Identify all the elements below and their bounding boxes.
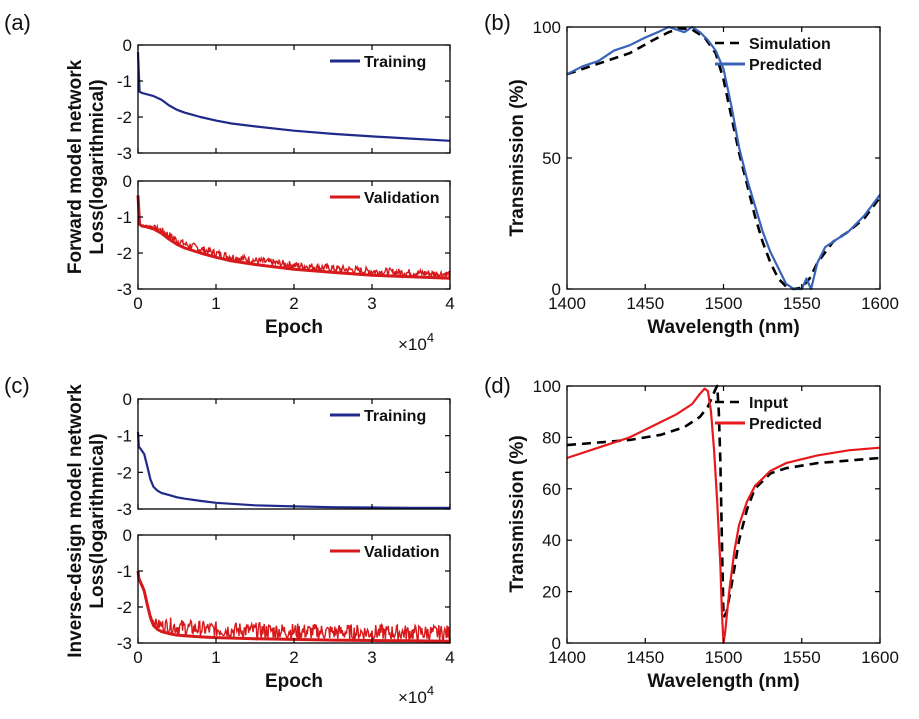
legend-label-input: Input: [749, 395, 789, 412]
y-tick-label: 20: [542, 583, 561, 602]
series-line-validation-noise: [137, 570, 451, 644]
x-axis-label: Wavelength (nm): [647, 671, 799, 692]
y-axis-label-c-line: Loss(logarithmical): [87, 433, 108, 608]
panel-label-c: (c): [4, 373, 30, 398]
x-tick-label: 1450: [626, 294, 664, 313]
x-axis-exponent-power: 4: [427, 330, 434, 345]
x-tick-label: 1400: [548, 294, 586, 313]
legend-label-training: Training: [364, 54, 426, 71]
y-tick-label: 0: [123, 172, 132, 191]
x-tick-label: 1500: [705, 294, 743, 313]
y-tick-label: -2: [117, 244, 132, 263]
y-tick-label: 0: [123, 390, 132, 409]
y-axis-label-a-line: Loss(logarithmical): [87, 79, 108, 254]
y-tick-label: -1: [117, 208, 132, 227]
x-axis-label: Wavelength (nm): [647, 317, 799, 338]
x-tick-label: 3: [367, 294, 376, 313]
y-tick-label: -3: [117, 280, 132, 299]
y-tick-label: 40: [542, 531, 561, 550]
y-tick-label: -1: [117, 427, 132, 446]
y-tick-label: 100: [533, 377, 561, 396]
y-axis-label-c-line: Inverse-design model network: [65, 384, 86, 658]
x-tick-label: 1: [211, 648, 220, 667]
x-tick-label: 1: [211, 294, 220, 313]
y-tick-label: 0: [123, 526, 132, 545]
y-tick-label: 0: [552, 280, 561, 299]
x-tick-label: 1550: [783, 648, 821, 667]
series-line-predicted: [566, 25, 881, 291]
y-tick-label: 60: [542, 480, 561, 499]
y-tick-label: -1: [117, 72, 132, 91]
y-axis-label-d: Transmission (%): [507, 435, 528, 592]
x-axis-label: Epoch: [265, 317, 323, 338]
x-tick-label: 0: [133, 294, 142, 313]
x-axis-label: Epoch: [265, 671, 323, 692]
x-tick-label: 1450: [626, 648, 664, 667]
y-tick-label: 50: [542, 149, 561, 168]
y-tick-label: 0: [552, 634, 561, 653]
legend-label-training: Training: [364, 408, 426, 425]
y-tick-label: -3: [117, 634, 132, 653]
legend-label-validation: Validation: [364, 190, 440, 207]
x-tick-label: 2: [289, 648, 298, 667]
panel-label-d: (d): [484, 373, 511, 398]
legend-label-validation: Validation: [364, 544, 440, 561]
y-tick-label: 100: [533, 18, 561, 37]
panel-label-b: (b): [484, 10, 511, 35]
series-line-validation-noise: [137, 195, 451, 281]
panel-label-a: (a): [4, 10, 31, 35]
x-axis-exponent: ×104: [398, 330, 434, 354]
series-line-validation: [136, 195, 451, 280]
x-tick-label: 1400: [548, 648, 586, 667]
x-tick-label: 3: [367, 648, 376, 667]
y-tick-label: -3: [117, 500, 132, 519]
legend-label-predicted: Predicted: [749, 416, 822, 433]
x-axis-exponent-power: 4: [427, 683, 434, 698]
y-tick-label: -3: [117, 144, 132, 163]
x-tick-label: 1600: [861, 294, 899, 313]
series-line-validation: [136, 570, 451, 643]
legend-label-simulation: Simulation: [749, 36, 831, 53]
y-tick-label: 0: [123, 36, 132, 55]
y-axis-label-b-line: Transmission (%): [507, 79, 528, 236]
x-tick-label: 4: [445, 294, 454, 313]
x-tick-label: 2: [289, 294, 298, 313]
x-axis-exponent: ×104: [398, 683, 434, 707]
series-line-training: [136, 52, 451, 142]
series-line-training: [136, 431, 450, 509]
y-axis-label-b: Transmission (%): [507, 79, 528, 236]
y-tick-label: 80: [542, 428, 561, 447]
legend-label-predicted: Predicted: [749, 57, 822, 74]
y-axis-label-d-line: Transmission (%): [507, 435, 528, 592]
y-tick-label: -2: [117, 598, 132, 617]
x-tick-label: 0: [133, 648, 142, 667]
x-tick-label: 1500: [705, 648, 743, 667]
y-axis-label-a-line: Forward model network: [65, 59, 86, 274]
x-tick-label: 4: [445, 648, 454, 667]
y-axis-label-a: Forward model network Loss(logarithmical): [65, 59, 108, 274]
y-axis-label-c: Inverse-design model network Loss(logarit…: [65, 384, 108, 658]
y-tick-label: -2: [117, 108, 132, 127]
y-tick-label: -2: [117, 463, 132, 482]
x-tick-label: 1600: [861, 648, 899, 667]
series-line-predicted: [566, 387, 881, 645]
x-tick-label: 1550: [783, 294, 821, 313]
y-tick-label: -1: [117, 562, 132, 581]
series-line-input: [566, 384, 881, 619]
